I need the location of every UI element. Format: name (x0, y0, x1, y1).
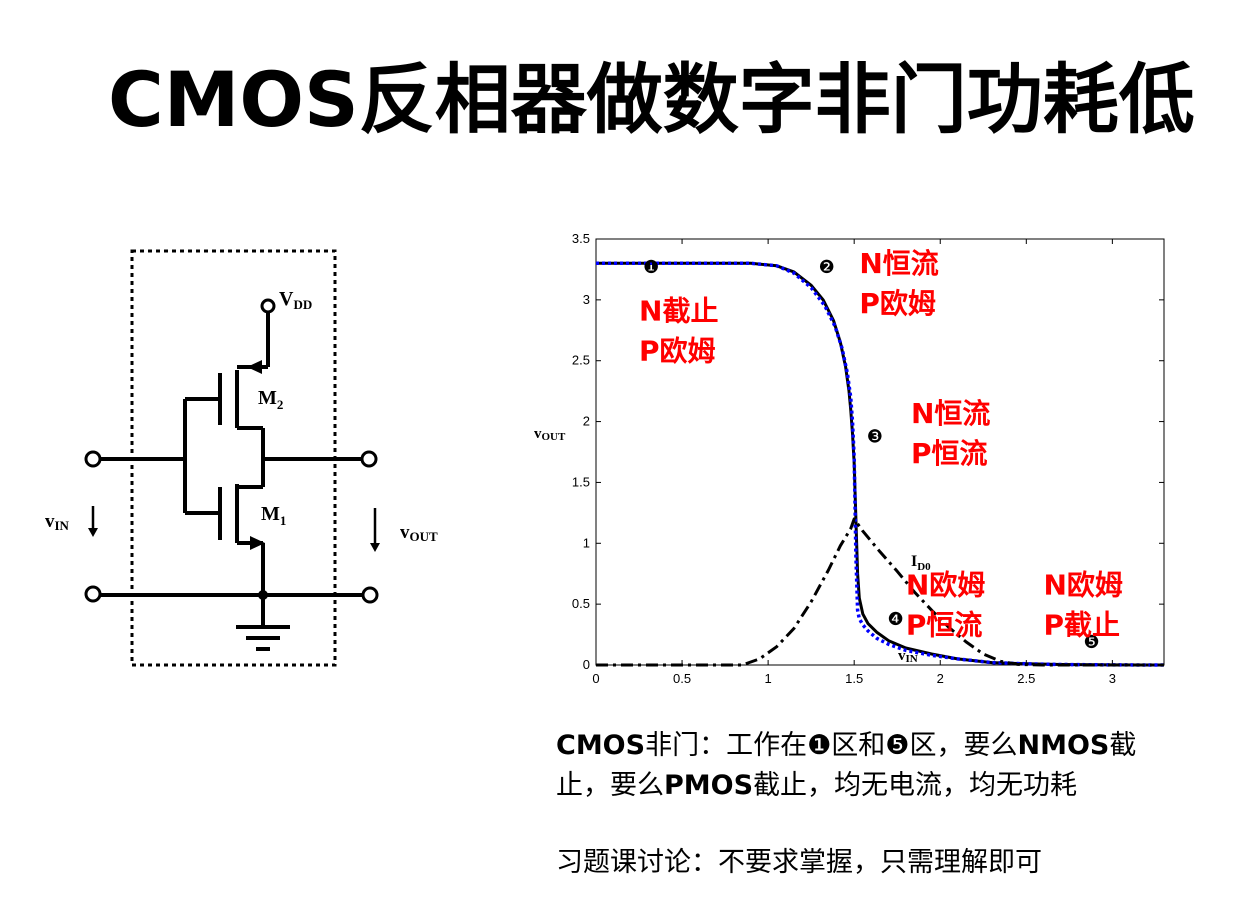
axis-ticks: 0 0.5 1 1.5 2 2.5 3 0 0.5 1 1.5 2 2.5 3 3.5 (572, 231, 1164, 686)
region-label-line1: N截止 (639, 295, 718, 328)
nmos-term: NMOS (1017, 730, 1110, 761)
vdd-terminal (260, 298, 276, 314)
slide-title: CMOS反相器做数字非门功耗低 (108, 55, 1195, 144)
voltage-arrows (91, 506, 377, 545)
x-tick-label: 1 (765, 671, 772, 686)
output-terminal-top (360, 450, 378, 468)
id0-curve (596, 517, 1164, 667)
x-axis-label: vIN (898, 648, 918, 665)
region-label-line2: P欧姆 (859, 287, 936, 320)
region-labels: N截止 P欧姆 N恒流 P欧姆 N恒流 P恒流 N欧姆 P恒流 N欧姆 P截止 (639, 247, 1123, 641)
x-tick-label: 3 (1109, 671, 1116, 686)
region-marker: ❷ (819, 257, 835, 278)
note-text: 非门：工作在❶区和❺区，要么 (645, 730, 1018, 761)
note-discussion: 习题课讨论：不要求掌握，只需理解即可 (556, 847, 1042, 878)
vout-label: vOUT (400, 522, 438, 544)
output-terminal-bottom (361, 586, 379, 604)
pmos-arrow (247, 360, 262, 374)
m1-label: M1 (261, 503, 286, 528)
x-tick-label: 0 (592, 671, 599, 686)
x-tick-label: 2 (937, 671, 944, 686)
region-marker: ❺ (1084, 632, 1100, 653)
region-label-line2: P恒流 (911, 437, 988, 470)
region-label-line1: N欧姆 (906, 568, 985, 601)
y-tick-label: 3.5 (572, 231, 590, 246)
x-tick-label: 2.5 (1017, 671, 1035, 686)
id0-label: ID0 (911, 553, 931, 573)
region-marker: ❹ (887, 609, 903, 630)
chart-curves (596, 261, 1165, 667)
ground-node (258, 590, 268, 600)
note-text: 截 (1109, 730, 1137, 761)
note-text: 止，要么 (556, 770, 664, 801)
y-tick-label: 3 (583, 292, 590, 307)
cmos-inverter-circuit: VDD M2 M1 vIN vOUT (45, 249, 438, 667)
region-label-line1: N恒流 (859, 247, 938, 280)
region-label-line1: N欧姆 (1044, 568, 1123, 601)
m2-label: M2 (258, 387, 283, 412)
region-label-line2: P截止 (1044, 608, 1121, 641)
input-terminal-bottom (84, 585, 102, 603)
vdd-label: VDD (279, 288, 312, 312)
plot-axes (595, 238, 1165, 666)
note-text: 截止，均无电流，均无功耗 (753, 770, 1078, 801)
vin-arrow-head (88, 528, 98, 537)
region-label-line1: N恒流 (911, 397, 990, 430)
region-label-line2: P欧姆 (639, 335, 716, 368)
y-tick-label: 1.5 (572, 474, 590, 489)
vout-arrow-head (370, 543, 380, 552)
vout-curve-dotted (596, 261, 1165, 667)
note-line-1: CMOS非门：工作在❶区和❺区，要么NMOS截 (556, 726, 1236, 766)
y-tick-label: 2 (583, 414, 590, 429)
y-tick-label: 0 (583, 657, 590, 672)
note-line-2: 止，要么PMOS截止，均无电流，均无功耗 (556, 766, 1236, 806)
y-tick-label: 0.5 (572, 596, 590, 611)
y-axis-label: vOUT (534, 426, 566, 443)
region-marker: ❸ (867, 426, 883, 447)
vin-label: vIN (45, 511, 70, 533)
nmos-arrow (250, 536, 265, 550)
input-terminal-top (84, 450, 102, 468)
region-label-line2: P恒流 (906, 608, 983, 641)
pmos-term: PMOS (664, 770, 754, 801)
region-markers: ❶ ❷ ❸ ❹ ❺ (643, 257, 1100, 653)
vtc-chart: 0 0.5 1 1.5 2 2.5 3 0 0.5 1 1.5 2 2.5 3 3.5 ❶ ❷ ❸ ❹ ❺ N截止 P… (534, 231, 1165, 686)
note-cmos-gate: CMOS非门：工作在❶区和❺区，要么NMOS截 止，要么PMOS截止，均无电流，… (556, 726, 1236, 806)
region-marker: ❶ (643, 257, 659, 278)
y-tick-label: 1 (583, 535, 590, 550)
x-tick-label: 0.5 (673, 671, 691, 686)
plot-frame (595, 238, 1165, 666)
y-tick-label: 2.5 (572, 353, 590, 368)
x-tick-label: 1.5 (845, 671, 863, 686)
cmos-term: CMOS (556, 730, 646, 761)
